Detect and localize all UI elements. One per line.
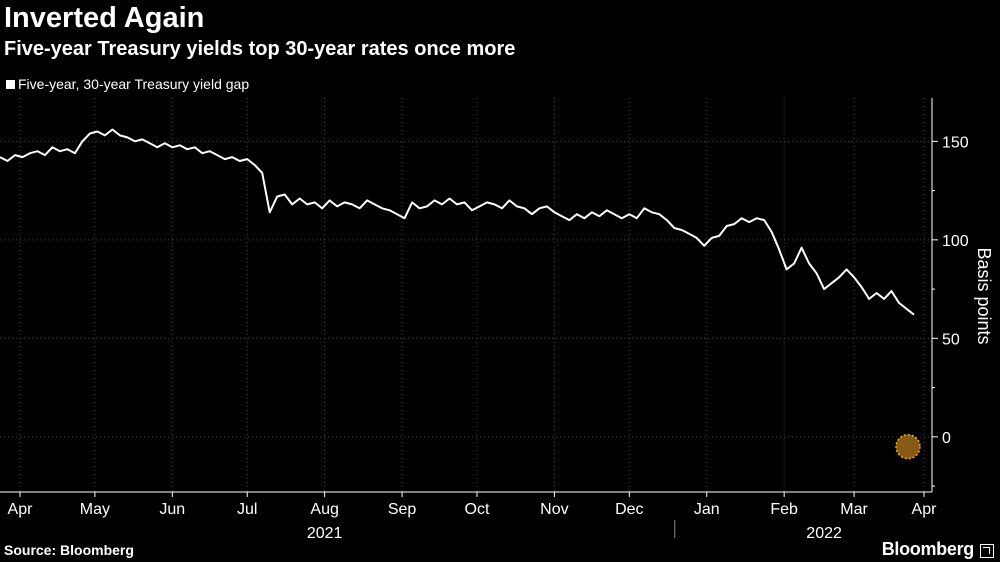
x-tick-label: Aug (310, 501, 338, 518)
legend-swatch (6, 79, 15, 89)
x-tick-label: Jun (159, 501, 185, 518)
y-tick-label: 50 (942, 331, 960, 348)
x-tick-label: Jan (694, 501, 720, 518)
x-tick-label: May (80, 501, 110, 518)
y-tick-label: 100 (942, 233, 969, 250)
year-label: 2021 (307, 525, 343, 542)
year-label: 2022 (806, 525, 842, 542)
x-tick-label: Apr (912, 501, 938, 518)
x-tick-label: Nov (540, 501, 568, 518)
source-note: Source: Bloomberg (4, 542, 134, 558)
series-line (0, 128, 915, 316)
legend: Five-year, 30-year Treasury yield gap (6, 76, 249, 92)
brand-logo: Bloomberg (881, 539, 975, 559)
x-tick-label: Dec (615, 501, 643, 518)
chart-title: Inverted Again (4, 2, 205, 34)
external-link-icon (980, 544, 994, 558)
y-axis-title: Basis points (974, 247, 994, 344)
x-tick-label: Jul (237, 501, 257, 518)
x-tick-label: Feb (770, 501, 798, 518)
latest-value-marker (895, 433, 921, 460)
legend-label: Five-year, 30-year Treasury yield gap (18, 76, 250, 92)
x-tick-label: Oct (465, 501, 490, 518)
x-tick-label: Mar (840, 501, 868, 518)
chart-subtitle: Five-year Treasury yields top 30-year ra… (4, 38, 516, 60)
x-tick-label: Sep (388, 501, 417, 518)
y-tick-label: 150 (942, 134, 969, 151)
y-tick-label: 0 (942, 430, 951, 447)
x-tick-label: Apr (8, 501, 34, 518)
